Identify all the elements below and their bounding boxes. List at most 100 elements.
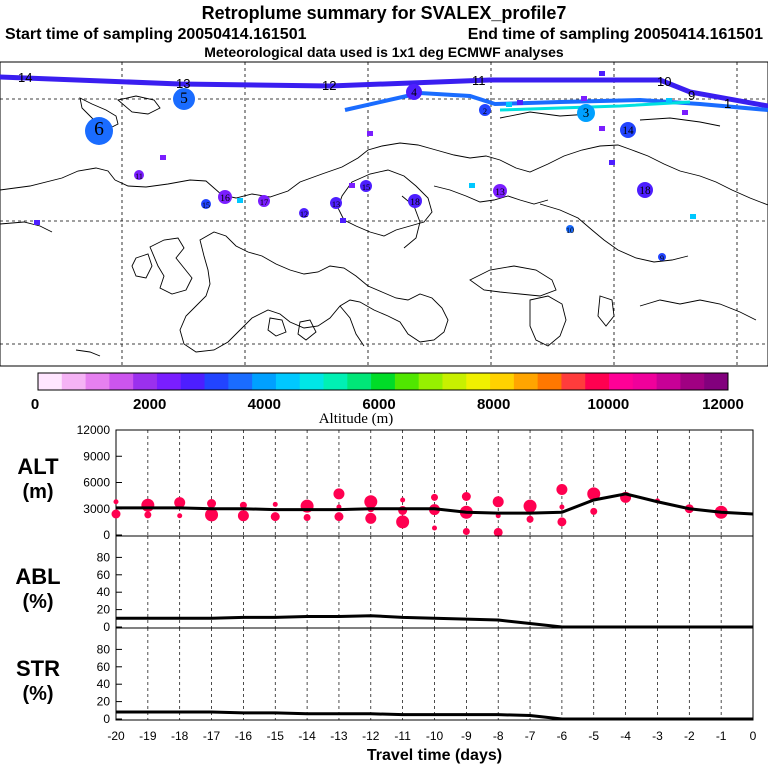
colorbar-cell [85, 373, 110, 390]
colorbar-cell [442, 373, 467, 390]
cluster-label: 15 [202, 201, 210, 210]
y-tick-label: 0 [103, 620, 110, 634]
plume-cluster: 15 [201, 199, 211, 210]
altitude-scatter-point [590, 507, 598, 515]
y-axis-unit: (%) [22, 591, 53, 613]
y-tick-label: 20 [97, 603, 111, 617]
small-marker [517, 100, 523, 105]
altitude-scatter-point [526, 515, 534, 523]
altitude-scatter-point [396, 515, 410, 529]
cluster-label: 17 [260, 198, 268, 207]
small-marker [609, 160, 615, 165]
small-marker [469, 183, 475, 188]
altitude-scatter-point [237, 510, 249, 522]
plume-cluster: 12 [299, 208, 309, 219]
plume-cluster: 9 [658, 253, 666, 263]
cluster-label: 15 [362, 183, 370, 192]
colorbar-cell [228, 373, 253, 390]
small-marker [599, 126, 605, 131]
x-tick-label: -12 [362, 729, 380, 743]
cluster-label: 11 [135, 172, 143, 181]
plume-cluster: 18 [408, 194, 422, 208]
y-tick-label: 9000 [83, 449, 110, 463]
plume-cluster: 5 [173, 88, 195, 110]
colorbar-frame [37, 372, 729, 391]
colorbar-cell [252, 373, 277, 390]
colorbar-cell [109, 373, 134, 390]
altitude-scatter-point [111, 509, 121, 519]
cluster-label: 16 [220, 193, 230, 204]
colorbar-cell [394, 373, 420, 390]
altitude-scatter-point [174, 497, 186, 509]
y-tick-label: 60 [97, 568, 111, 582]
altitude-scatter-point [364, 495, 378, 509]
plume-cluster: 13 [330, 197, 342, 209]
timeseries-panels: 030006000900012000ALT(m)020406080ABL(%)0… [15, 423, 756, 764]
plume-small-markers [34, 71, 696, 225]
x-axis-label: Travel time (days) [367, 747, 502, 764]
plume-cluster: 2 [479, 104, 491, 116]
track-label: 13 [176, 76, 190, 91]
colorbar-cell [513, 373, 539, 390]
y-axis-label: STR [16, 656, 60, 681]
altitude-scatter-point [113, 499, 119, 505]
x-tick-label: -11 [394, 729, 411, 743]
altitude-scatter-point [400, 497, 406, 503]
cluster-label: 10 [566, 226, 574, 235]
plume-cluster: 15 [360, 180, 372, 192]
cluster-label: 13 [332, 200, 340, 209]
altitude-scatter-point [492, 496, 504, 508]
colorbar-cell [680, 373, 705, 390]
x-tick-label: -9 [461, 729, 472, 743]
colorbar-cell [466, 373, 491, 390]
x-tick-label: -3 [652, 729, 663, 743]
retroplume-map: 14 13 12 11 10 9 1 6 5 4 3 2 14 13 11 15 16 17 12 18… [0, 61, 768, 367]
colorbar-cell [156, 373, 182, 390]
chart-title: Retroplume summary for SVALEX_profile7 [202, 3, 567, 23]
altitude-scatter-point [557, 517, 567, 527]
cluster-label: 12 [300, 210, 308, 219]
plume-cluster: 6 [85, 117, 113, 145]
x-tick-label: -6 [557, 729, 568, 743]
x-tick-label: -2 [684, 729, 695, 743]
y-axis-label: ABL [15, 564, 60, 589]
cluster-label: 4 [411, 87, 417, 99]
map-frame [0, 61, 768, 367]
colorbar-cell [299, 373, 325, 390]
altitude-scatter-point [207, 499, 217, 508]
small-marker [34, 220, 40, 225]
small-marker [237, 198, 243, 203]
x-tick-label: -10 [426, 729, 444, 743]
cluster-label: 6 [94, 119, 104, 140]
altitude-scatter-point [431, 493, 438, 501]
x-tick-label: -19 [139, 729, 157, 743]
track-label: 11 [472, 73, 486, 88]
colorbar-tick-label: 6000 [362, 396, 395, 413]
altitude-scatter-point [333, 488, 345, 500]
plume-clusters: 6 5 4 3 2 14 13 11 15 16 17 12 18 10 9 18 13 15 [85, 84, 666, 263]
track-day-labels: 14 13 12 11 10 9 1 [18, 70, 731, 111]
x-tick-label: -7 [525, 729, 536, 743]
colorbar-cell [275, 373, 301, 390]
y-tick-label: 0 [103, 712, 110, 726]
colorbar-cell [418, 373, 443, 390]
altitude-scatter-point [239, 501, 247, 509]
plume-cluster: 11 [134, 170, 144, 181]
plume-cluster: 4 [406, 84, 422, 100]
y-tick-label: 80 [97, 550, 111, 564]
plume-cluster: 10 [566, 225, 574, 235]
colorbar-cell [133, 373, 158, 390]
series-line-abl [116, 614, 753, 629]
coastlines [0, 95, 768, 357]
colorbar-label: Altitude (m) [319, 411, 394, 427]
colorbar-cell [585, 373, 610, 390]
colorbar-cell [537, 373, 562, 390]
x-tick-label: -5 [588, 729, 599, 743]
altitude-scatter-point [177, 513, 183, 519]
altitude-scatter-point [559, 504, 565, 510]
small-marker [160, 155, 166, 160]
altitude-scatter-point [141, 498, 155, 512]
altitude-scatter-point [493, 527, 503, 537]
x-tick-label: -13 [330, 729, 348, 743]
